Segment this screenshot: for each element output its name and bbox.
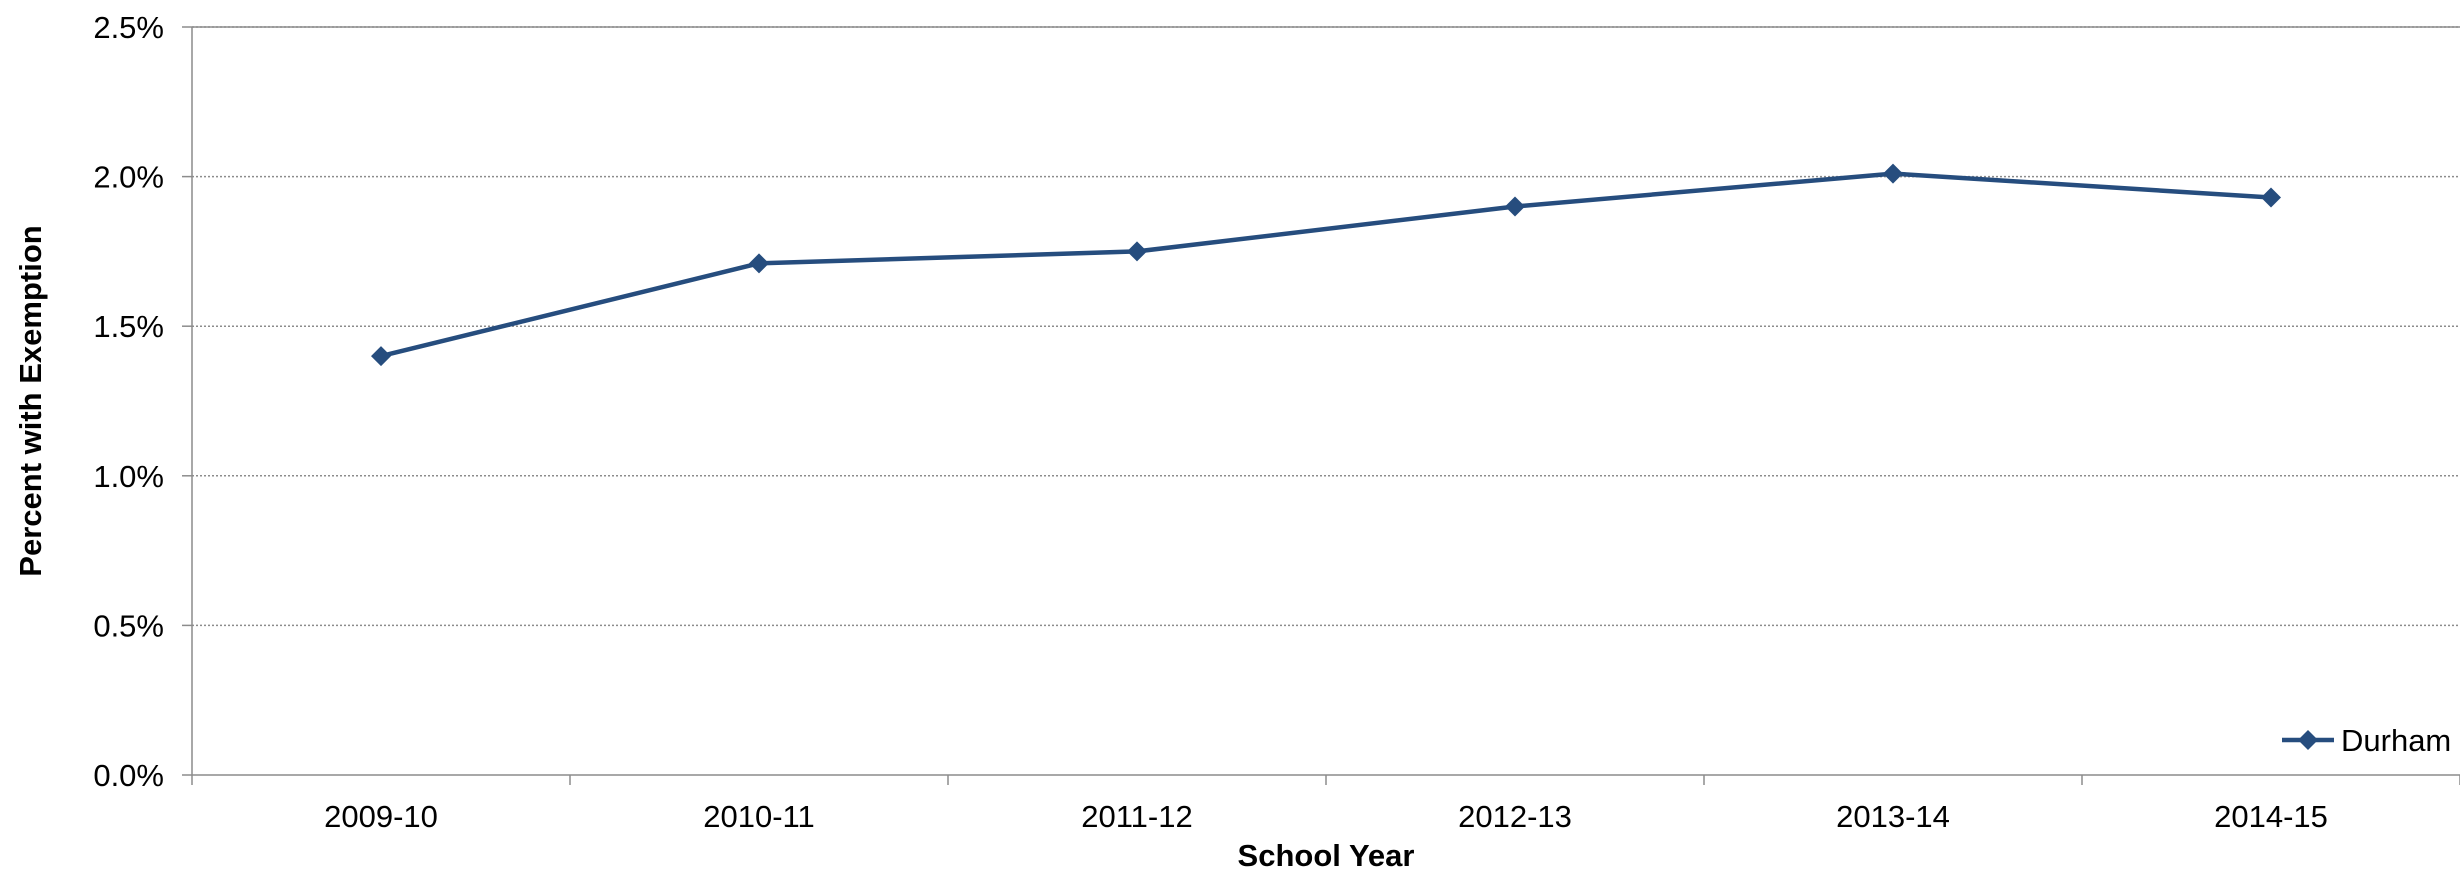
x-tick-label: 2010-11	[703, 799, 814, 834]
gridlines	[182, 26, 2460, 776]
axes	[191, 27, 2460, 776]
y-tick-label: 2.0%	[93, 160, 164, 195]
x-axis-title: School Year	[1238, 838, 1415, 870]
series-line	[380, 171, 2272, 359]
y-tick-label: 0.5%	[93, 608, 164, 643]
y-tick-label: 0.0%	[93, 758, 164, 793]
y-tick-label: 2.5%	[93, 10, 164, 45]
y-tick-label: 1.0%	[93, 459, 164, 494]
legend: Durham	[2282, 723, 2451, 758]
data-point-marker	[1127, 241, 1147, 262]
x-tick-label: 2014-15	[2214, 799, 2328, 834]
legend-label-durham: Durham	[2341, 723, 2451, 758]
data-point-marker	[1505, 196, 1525, 217]
y-axis-title: Percent with Exemption	[13, 225, 48, 576]
y-tick-label: 1.5%	[93, 309, 164, 344]
data-point-marker	[1883, 163, 1903, 184]
y-tick-labels: 0.0% 0.5% 1.0% 1.5% 2.0% 2.5%	[93, 10, 164, 793]
legend-diamond-marker	[2298, 730, 2318, 750]
x-tick-label: 2011-12	[1081, 799, 1192, 834]
x-tick-label: 2012-13	[1458, 799, 1572, 834]
x-tick-label: 2009-10	[324, 799, 438, 834]
data-point-marker	[371, 346, 391, 367]
series-durham	[371, 163, 2281, 367]
x-tick-labels: 2009-10 2010-11 2011-12 2012-13 2013-14 2014-…	[191, 775, 2460, 834]
data-point-marker	[2261, 187, 2281, 208]
data-point-marker	[749, 253, 769, 274]
x-tick-label: 2013-14	[1836, 799, 1950, 834]
